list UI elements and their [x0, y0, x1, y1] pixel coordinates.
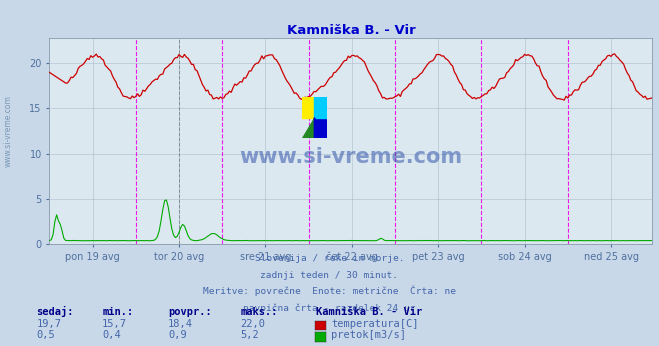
- Text: temperatura[C]: temperatura[C]: [331, 319, 419, 329]
- Text: 19,7: 19,7: [36, 319, 61, 329]
- Text: 5,2: 5,2: [241, 330, 259, 340]
- Text: zadnji teden / 30 minut.: zadnji teden / 30 minut.: [260, 271, 399, 280]
- Text: pretok[m3/s]: pretok[m3/s]: [331, 330, 407, 340]
- Bar: [314, 97, 327, 118]
- Text: 22,0: 22,0: [241, 319, 266, 329]
- Polygon shape: [302, 118, 314, 138]
- Text: navpična črta - razdelek 24 ur: navpična črta - razdelek 24 ur: [243, 303, 416, 313]
- Text: 18,4: 18,4: [168, 319, 193, 329]
- Text: Meritve: povrečne  Enote: metrične  Črta: ne: Meritve: povrečne Enote: metrične Črta: …: [203, 286, 456, 297]
- Text: Slovenija / reke in morje.: Slovenija / reke in morje.: [255, 254, 404, 263]
- Bar: [314, 118, 327, 138]
- Text: www.si-vreme.com: www.si-vreme.com: [3, 95, 13, 167]
- Text: www.si-vreme.com: www.si-vreme.com: [239, 147, 463, 167]
- Text: 0,4: 0,4: [102, 330, 121, 340]
- Text: 15,7: 15,7: [102, 319, 127, 329]
- Text: Kamniška B. - Vir: Kamniška B. - Vir: [316, 307, 422, 317]
- Text: 0,9: 0,9: [168, 330, 186, 340]
- Polygon shape: [314, 97, 327, 118]
- Polygon shape: [314, 118, 327, 138]
- Text: povpr.:: povpr.:: [168, 307, 212, 317]
- Title: Kamniška B. - Vir: Kamniška B. - Vir: [287, 24, 415, 37]
- Text: maks.:: maks.:: [241, 307, 278, 317]
- Text: sedaj:: sedaj:: [36, 306, 74, 317]
- Text: 0,5: 0,5: [36, 330, 55, 340]
- Bar: [302, 97, 314, 118]
- Text: min.:: min.:: [102, 307, 133, 317]
